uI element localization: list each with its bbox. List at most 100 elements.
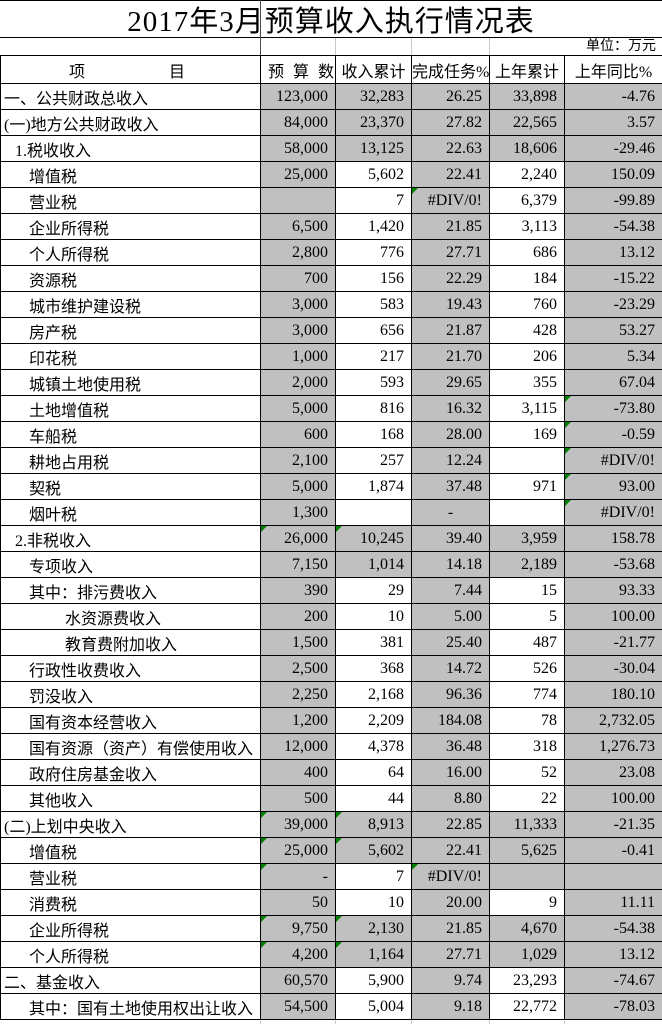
cell-budget[interactable]: 60,570 [260,967,336,994]
cell-income-cum[interactable]: 29 [335,577,412,604]
cell-budget[interactable]: - [260,863,336,890]
row-label[interactable]: 水资源费收入 [0,603,261,630]
cell-yoy[interactable]: -78.03 [564,993,662,1020]
cell-income-cum[interactable]: 593 [335,369,412,396]
cell-yoy[interactable]: 53.27 [564,317,662,344]
cell-income-cum[interactable]: 5,900 [335,967,412,994]
cell-income-cum[interactable]: 10,245 [335,525,412,552]
cell-budget[interactable] [260,187,336,214]
row-label[interactable]: 教育费附加收入 [0,629,261,656]
cell-budget[interactable]: 700 [260,265,336,292]
cell-completion[interactable]: 27.71 [411,941,490,968]
row-label[interactable]: 其中：排污费收入 [0,577,261,604]
cell-budget[interactable]: 3,000 [260,291,336,318]
row-label[interactable]: 印花税 [0,343,261,370]
header-item[interactable]: 项目 [0,55,261,84]
row-label[interactable]: 2.非税收入 [0,525,261,552]
cell-prev-year-cum[interactable] [489,447,565,474]
cell-yoy[interactable]: 13.12 [564,239,662,266]
cell-prev-year-cum[interactable]: 2,189 [489,551,565,578]
cell-budget[interactable]: 26,000 [260,525,336,552]
cell-income-cum[interactable]: 4,378 [335,733,412,760]
row-label[interactable]: 个人所得税 [0,941,261,968]
cell-yoy[interactable]: -74.67 [564,967,662,994]
row-label[interactable]: 房产税 [0,317,261,344]
cell-income-cum[interactable]: 64 [335,759,412,786]
cell-completion[interactable]: 20.00 [411,889,490,916]
cell-completion[interactable]: 22.41 [411,837,490,864]
cell-prev-year-cum[interactable]: 971 [489,473,565,500]
cell-budget[interactable]: 2,000 [260,369,336,396]
cell-yoy[interactable]: -23.29 [564,291,662,318]
cell-budget[interactable]: 123,000 [260,83,336,110]
cell-budget[interactable]: 1,500 [260,629,336,656]
cell-yoy[interactable]: -99.89 [564,187,662,214]
cell-prev-year-cum[interactable]: 22 [489,785,565,812]
cell-completion[interactable]: 21.85 [411,915,490,942]
cell-budget[interactable]: 600 [260,421,336,448]
row-label[interactable]: 个人所得税 [0,239,261,266]
cell-budget[interactable]: 5,000 [260,395,336,422]
cell-budget[interactable]: 2,500 [260,655,336,682]
cell-completion[interactable]: #DIV/0! [411,863,490,890]
cell-prev-year-cum[interactable]: 774 [489,681,565,708]
cell-yoy[interactable]: -54.38 [564,213,662,240]
cell-budget[interactable]: 54,500 [260,993,336,1020]
cell-prev-year-cum[interactable]: 760 [489,291,565,318]
cell-income-cum[interactable]: 156 [335,265,412,292]
cell-prev-year-cum[interactable]: 169 [489,421,565,448]
cell-prev-year-cum[interactable]: 5 [489,603,565,630]
cell-completion[interactable]: 36.48 [411,733,490,760]
cell-income-cum[interactable]: 1,164 [335,941,412,968]
cell-income-cum[interactable]: 816 [335,395,412,422]
cell-income-cum[interactable]: 1,420 [335,213,412,240]
cell-completion[interactable]: 25.40 [411,629,490,656]
cell-completion[interactable]: 27.71 [411,239,490,266]
cell-budget[interactable]: 6,500 [260,213,336,240]
row-label[interactable]: 专项收入 [0,551,261,578]
cell-prev-year-cum[interactable]: 9 [489,889,565,916]
row-label[interactable]: 一、公共财政总收入 [0,83,261,110]
row-label[interactable]: 罚没收入 [0,681,261,708]
cell-completion[interactable]: 37.48 [411,473,490,500]
cell-income-cum[interactable]: 257 [335,447,412,474]
cell-completion[interactable]: 16.00 [411,759,490,786]
header-income-cum[interactable]: 收入累计 [335,55,412,84]
cell-yoy[interactable]: 13.12 [564,941,662,968]
cell-income-cum[interactable]: 5,602 [335,837,412,864]
cell-completion[interactable]: 22.41 [411,161,490,188]
cell-yoy[interactable]: 158.78 [564,525,662,552]
cell-prev-year-cum[interactable]: 33,898 [489,83,565,110]
cell-completion[interactable]: 5.00 [411,603,490,630]
cell-yoy[interactable]: -54.38 [564,915,662,942]
cell-prev-year-cum[interactable]: 22,772 [489,993,565,1020]
row-label[interactable]: 增值税 [0,837,261,864]
cell-income-cum[interactable]: 2,130 [335,915,412,942]
cell-budget[interactable]: 84,000 [260,109,336,136]
header-yoy[interactable]: 上年同比% [564,55,662,84]
row-label[interactable]: (二)上划中央收入 [0,811,261,838]
cell-income-cum[interactable]: 381 [335,629,412,656]
cell-prev-year-cum[interactable]: 23,293 [489,967,565,994]
cell-prev-year-cum[interactable]: 5,625 [489,837,565,864]
cell-income-cum[interactable]: 8,913 [335,811,412,838]
row-label[interactable]: 土地增值税 [0,395,261,422]
cell-income-cum[interactable]: 2,168 [335,681,412,708]
row-label[interactable]: 营业税 [0,187,261,214]
cell-prev-year-cum[interactable]: 3,959 [489,525,565,552]
cell-budget[interactable]: 12,000 [260,733,336,760]
cell-prev-year-cum[interactable]: 184 [489,265,565,292]
cell-completion[interactable]: 19.43 [411,291,490,318]
cell-income-cum[interactable]: 776 [335,239,412,266]
cell-budget[interactable]: 500 [260,785,336,812]
row-label[interactable]: 耕地占用税 [0,447,261,474]
cell-income-cum[interactable]: 44 [335,785,412,812]
cell-completion[interactable]: 9.18 [411,993,490,1020]
cell-yoy[interactable]: 67.04 [564,369,662,396]
cell-prev-year-cum[interactable]: 318 [489,733,565,760]
cell-completion[interactable]: 9.74 [411,967,490,994]
cell-completion[interactable]: 22.29 [411,265,490,292]
cell-completion[interactable]: 7.44 [411,577,490,604]
cell-budget[interactable]: 58,000 [260,135,336,162]
cell-budget[interactable]: 9,750 [260,915,336,942]
